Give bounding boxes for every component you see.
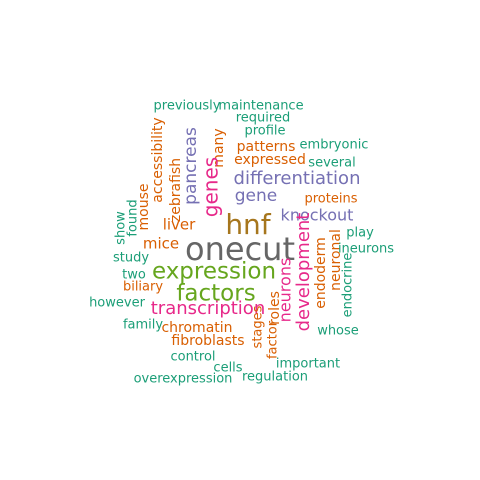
cloud-word-important: important bbox=[276, 357, 340, 372]
cloud-word-fibroblasts: fibroblasts bbox=[171, 333, 244, 349]
cloud-word-play: play bbox=[346, 226, 374, 241]
cloud-word-endoderm: endoderm bbox=[313, 237, 329, 309]
cloud-word-family: family bbox=[123, 318, 163, 333]
cloud-word-however: however bbox=[89, 296, 146, 311]
cloud-word-previously: previously bbox=[154, 99, 221, 114]
cloud-word-expressed: expressed bbox=[234, 152, 306, 168]
cloud-word-ineurons: ineurons bbox=[338, 242, 394, 257]
cloud-word-differentiation: differentiation bbox=[234, 168, 361, 189]
cloud-word-neurons: neurons bbox=[276, 258, 295, 323]
cloud-word-maintenance: maintenance bbox=[218, 99, 303, 114]
cloud-word-show: show bbox=[114, 211, 129, 245]
cloud-word-pancreas: pancreas bbox=[181, 127, 201, 205]
cloud-word-transcription: transcription bbox=[151, 298, 265, 319]
cloud-word-biliary: biliary bbox=[123, 280, 163, 295]
cloud-word-factor: factor bbox=[266, 320, 281, 359]
cloud-word-control: control bbox=[170, 350, 215, 365]
cloud-word-accessibility: accessibility bbox=[150, 117, 166, 202]
cloud-word-regulation: regulation bbox=[242, 370, 308, 385]
cloud-word-factors: factors bbox=[176, 281, 255, 307]
cloud-word-roles: roles bbox=[267, 291, 283, 325]
cloud-word-liver: liver bbox=[163, 216, 196, 234]
cloud-word-found: found bbox=[126, 199, 141, 236]
cloud-word-gene: gene bbox=[235, 186, 277, 206]
cloud-word-whose: whose bbox=[317, 324, 359, 339]
cloud-word-cells: cells bbox=[213, 361, 242, 376]
cloud-word-two: two bbox=[122, 268, 146, 283]
cloud-word-expression: expression bbox=[152, 259, 276, 285]
cloud-word-genes: genes bbox=[199, 157, 223, 217]
cloud-word-profile: profile bbox=[244, 124, 285, 139]
cloud-word-embryonic: embryonic bbox=[300, 138, 369, 153]
cloud-word-proteins: proteins bbox=[305, 192, 358, 207]
cloud-word-patterns: patterns bbox=[237, 139, 296, 155]
cloud-word-onecut: onecut bbox=[185, 230, 295, 268]
cloud-word-hnf: hnf bbox=[225, 208, 271, 241]
cloud-word-study: study bbox=[113, 251, 149, 266]
cloud-word-stages: stages bbox=[251, 305, 266, 348]
cloud-word-overexpression: overexpression bbox=[134, 372, 233, 387]
cloud-word-endocrine: endocrine bbox=[341, 253, 356, 318]
cloud-word-mouse: mouse bbox=[136, 184, 152, 231]
cloud-word-neuronal: neuronal bbox=[328, 229, 344, 291]
cloud-word-many: many bbox=[211, 128, 227, 167]
cloud-word-chromatin: chromatin bbox=[161, 320, 232, 336]
cloud-word-knockout: knockout bbox=[281, 206, 354, 225]
cloud-word-development: development bbox=[293, 213, 314, 332]
cloud-word-mice: mice bbox=[143, 235, 179, 253]
cloud-word-zebrafish: zebrafish bbox=[168, 158, 184, 222]
cloud-word-several: several bbox=[308, 156, 355, 171]
cloud-word-required: required bbox=[236, 111, 290, 126]
